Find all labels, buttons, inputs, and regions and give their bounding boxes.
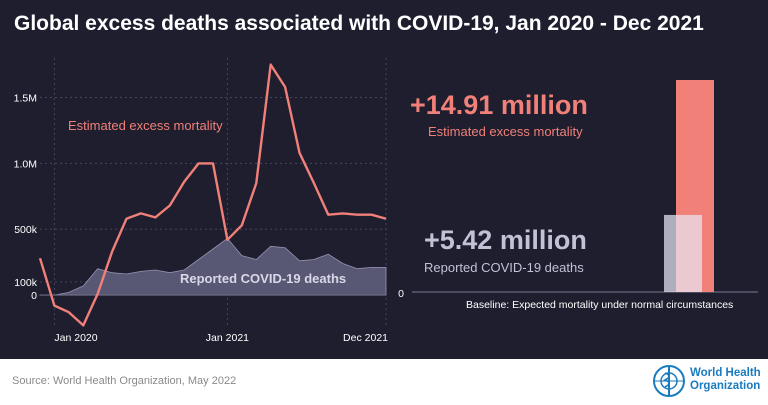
series-line-excess-mortality — [38, 63, 387, 327]
who-name-line1: World Health — [690, 367, 761, 379]
bar-y-tick-label: 0 — [398, 288, 404, 300]
annotation-excess: Estimated excess mortality — [68, 118, 223, 133]
y-tick-label: 1.5M — [14, 93, 37, 105]
series-area-reported-deaths — [39, 237, 387, 296]
bar-reported-deaths — [664, 214, 702, 292]
chart-title: Global excess deaths associated with COV… — [14, 12, 704, 35]
annotation-reported: Reported COVID-19 deaths — [180, 271, 346, 286]
x-tick-label: Jan 2021 — [206, 332, 249, 344]
footer: Source: World Health Organization, May 2… — [0, 359, 768, 405]
y-tick-label: 500k — [14, 224, 38, 236]
who-name: World Health Organization — [690, 367, 761, 393]
who-name-line2: Organization — [690, 380, 761, 392]
value-label-reported: +5.42 million — [424, 225, 587, 255]
x-tick-label: Jan 2020 — [54, 332, 97, 344]
source-text: Source: World Health Organization, May 2… — [12, 375, 237, 387]
who-logo: World Health Organization — [652, 364, 764, 400]
baseline-label: Baseline: Expected mortality under norma… — [466, 299, 733, 311]
y-tick-label: 0 — [31, 290, 37, 302]
y-tick-label: 100k — [14, 277, 38, 289]
value-label-excess: +14.91 million — [410, 90, 588, 120]
caption-label-reported: Reported COVID-19 deaths — [424, 260, 584, 275]
chart-panel: Global excess deaths associated with COV… — [0, 0, 768, 359]
y-tick-label: 1.0M — [14, 158, 37, 170]
x-tick-label: Dec 2021 — [343, 332, 388, 344]
who-emblem-icon — [653, 365, 685, 397]
caption-label-excess: Estimated excess mortality — [428, 124, 583, 139]
